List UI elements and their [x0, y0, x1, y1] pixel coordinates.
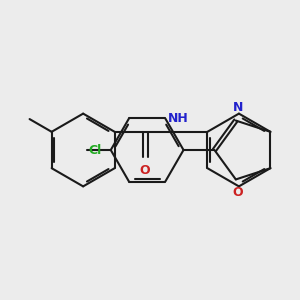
Text: Cl: Cl	[88, 143, 102, 157]
Text: O: O	[232, 186, 243, 199]
Text: NH: NH	[168, 112, 189, 125]
Text: N: N	[232, 101, 243, 114]
Text: O: O	[140, 164, 150, 177]
